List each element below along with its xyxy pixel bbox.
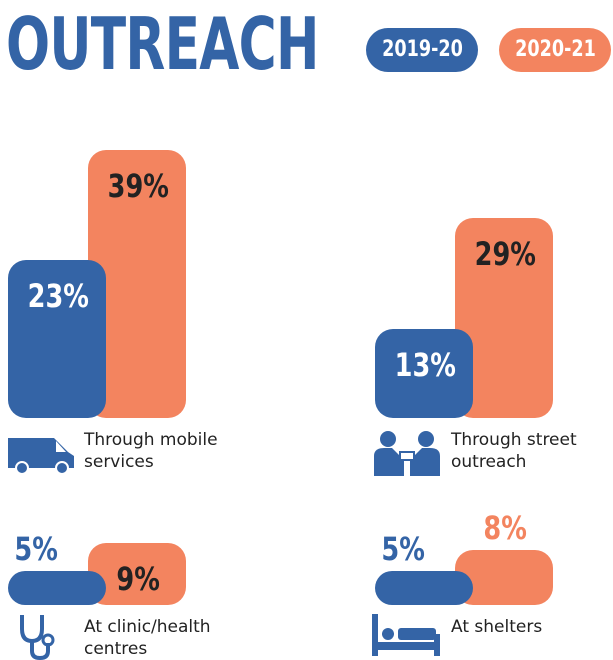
category-label: At clinic/health centres bbox=[84, 617, 211, 659]
bar bbox=[375, 328, 473, 418]
value-label: 39% bbox=[88, 168, 188, 204]
value-label: 23% bbox=[8, 278, 108, 314]
value-label-text: 39% bbox=[107, 166, 169, 205]
value-label: 29% bbox=[455, 236, 555, 272]
value-label: 9% bbox=[88, 561, 188, 597]
value-label-text: 29% bbox=[474, 235, 536, 274]
category-label: At shelters bbox=[451, 617, 543, 637]
legend-item: 2020-21 bbox=[499, 28, 611, 72]
van-icon bbox=[8, 438, 74, 474]
value-label: 5% bbox=[353, 531, 453, 567]
value-label: 13% bbox=[375, 347, 475, 383]
bar bbox=[8, 570, 106, 605]
bar bbox=[375, 570, 473, 605]
value-label: 8% bbox=[455, 510, 555, 546]
value-label-text: 8% bbox=[483, 508, 527, 547]
legend-label: 2020-21 bbox=[514, 37, 596, 62]
value-label-text: 13% bbox=[394, 345, 456, 384]
legend-label: 2019-20 bbox=[381, 37, 463, 62]
legend-item: 2019-20 bbox=[366, 28, 478, 72]
page-title: OUTREACH bbox=[6, 2, 319, 86]
category-label: Through mobile services bbox=[84, 430, 218, 472]
value-label-text: 5% bbox=[381, 529, 425, 568]
value-label-text: 9% bbox=[116, 560, 160, 599]
outreach-icon bbox=[374, 431, 440, 476]
category-label: Through street outreach bbox=[451, 430, 577, 472]
bed-icon bbox=[372, 614, 440, 656]
value-label: 5% bbox=[0, 531, 86, 567]
value-label-text: 23% bbox=[27, 276, 89, 315]
bar bbox=[8, 259, 106, 418]
value-label-text: 5% bbox=[14, 529, 58, 568]
bar bbox=[455, 549, 553, 605]
stethoscope-icon bbox=[20, 615, 55, 660]
